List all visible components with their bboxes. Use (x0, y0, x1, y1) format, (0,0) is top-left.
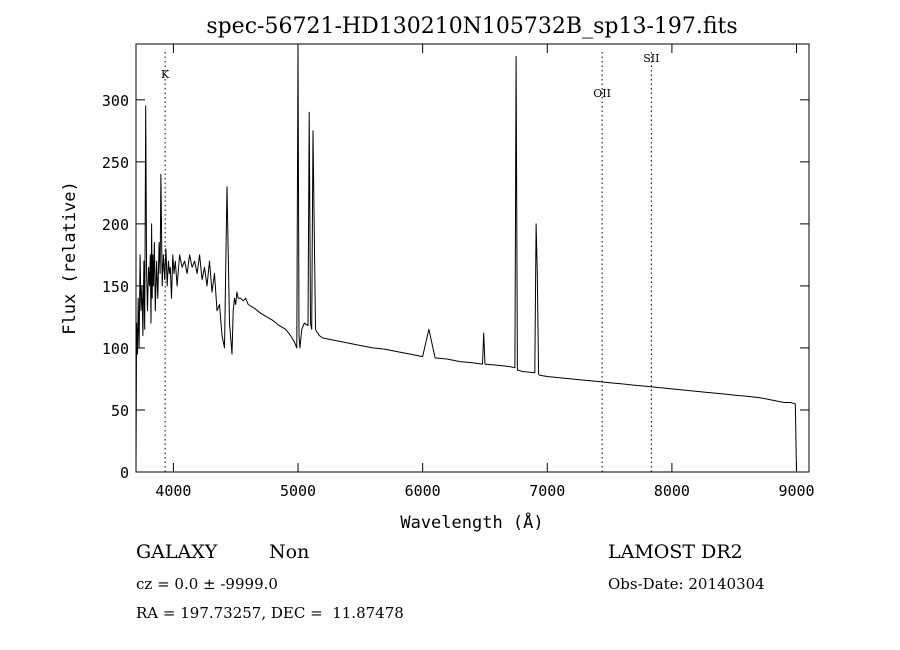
y-tick-label: 150 (102, 278, 129, 296)
y-tick-label: 250 (102, 154, 129, 172)
survey-label: LAMOST DR2 (608, 541, 743, 563)
coords-text: RA = 197.73257, DEC = 11.87478 (136, 604, 404, 622)
x-axis-label: Wavelength (Å) (400, 511, 543, 533)
cz-text: cz = 0.0 ± -9999.0 (136, 575, 278, 593)
plot-frame (135, 43, 810, 473)
line-markers: K OII SII (161, 52, 659, 472)
marker-label: OII (593, 87, 611, 100)
spectrum-line (135, 43, 798, 473)
y-tick-label: 100 (102, 340, 129, 358)
y-tick-label: 0 (120, 464, 129, 482)
series-group (135, 43, 798, 473)
marker-label: SII (643, 52, 659, 65)
x-tick-label: 7000 (529, 482, 565, 500)
obs-date-text: Obs-Date: 20140304 (608, 575, 765, 593)
subclass-label: Non (269, 541, 310, 563)
x-tick-label: 5000 (280, 482, 316, 500)
x-tick-label: 6000 (405, 482, 441, 500)
x-tick-label: 4000 (155, 482, 191, 500)
y-tick-label: 200 (102, 216, 129, 234)
y-tick-label: 50 (111, 402, 129, 420)
axis-ticks: 4000 5000 6000 7000 8000 9000 0 50 100 150 200 250 3… (102, 44, 815, 500)
marker-label: K (161, 68, 170, 81)
class-label: GALAXY (136, 541, 218, 563)
y-axis-label: Flux (relative) (60, 181, 80, 335)
y-tick-label: 300 (102, 92, 129, 110)
x-tick-label: 9000 (778, 482, 814, 500)
x-tick-label: 8000 (654, 482, 690, 500)
chart-title: spec-56721-HD130210N105732B_sp13-197.fit… (206, 14, 737, 39)
